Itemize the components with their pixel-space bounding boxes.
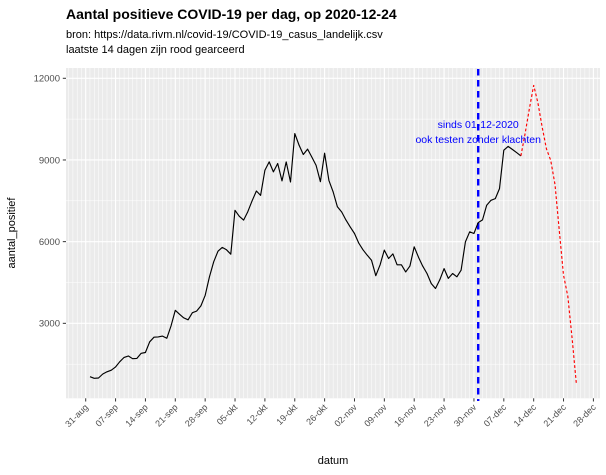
y-tick-label: 9000 bbox=[39, 155, 60, 166]
y-axis-title: aantal_positief bbox=[6, 197, 18, 269]
x-tick-label: 21-dec bbox=[541, 402, 568, 429]
y-tick-label: 6000 bbox=[39, 237, 60, 248]
x-axis: 31-aug 07-sep 14-sep 21-sep 28-sep 05-okt 12-o… bbox=[63, 398, 598, 429]
x-tick-label: 14-sep bbox=[123, 402, 150, 429]
x-tick-label: 14-dec bbox=[512, 402, 539, 429]
x-tick-label: 30-nov bbox=[452, 402, 479, 429]
x-tick-label: 16-nov bbox=[392, 402, 419, 429]
x-tick-label: 07-sep bbox=[93, 402, 120, 429]
x-tick-label: 26-okt bbox=[304, 402, 329, 427]
chart-title: Aantal positieve COVID-19 per dag, op 20… bbox=[66, 6, 397, 22]
x-axis-title: datum bbox=[318, 455, 349, 467]
chart-subtitle-source: bron: https://data.rivm.nl/covid-19/COVI… bbox=[66, 29, 383, 41]
x-tick-label: 05-okt bbox=[215, 402, 240, 427]
x-tick-label: 23-nov bbox=[422, 402, 449, 429]
x-tick-label: 19-okt bbox=[274, 402, 299, 427]
y-tick-label: 12000 bbox=[34, 74, 60, 85]
x-tick-label: 12-okt bbox=[245, 402, 270, 427]
x-tick-label: 28-dec bbox=[571, 402, 598, 429]
annotation-text-line2: ook testen zonder klachten bbox=[415, 134, 541, 146]
series-line-daily-cases bbox=[89, 133, 522, 379]
x-tick-label: 09-nov bbox=[362, 402, 389, 429]
x-tick-label: 28-sep bbox=[183, 402, 210, 429]
major-gridlines bbox=[66, 68, 600, 399]
x-tick-label: 07-dec bbox=[482, 402, 509, 429]
series-line-last-14-days bbox=[520, 84, 577, 384]
annotation-text-line1: sinds 01-12-2020 bbox=[438, 119, 519, 131]
y-axis: 3000 6000 9000 12000 bbox=[34, 74, 66, 330]
x-tick-label: 21-sep bbox=[153, 402, 180, 429]
x-tick-label: 02-nov bbox=[332, 402, 359, 429]
x-tick-label: 31-aug bbox=[63, 402, 90, 429]
chart-subtitle-note: laatste 14 dagen zijn rood gearceerd bbox=[66, 44, 245, 56]
y-tick-label: 3000 bbox=[39, 319, 60, 330]
